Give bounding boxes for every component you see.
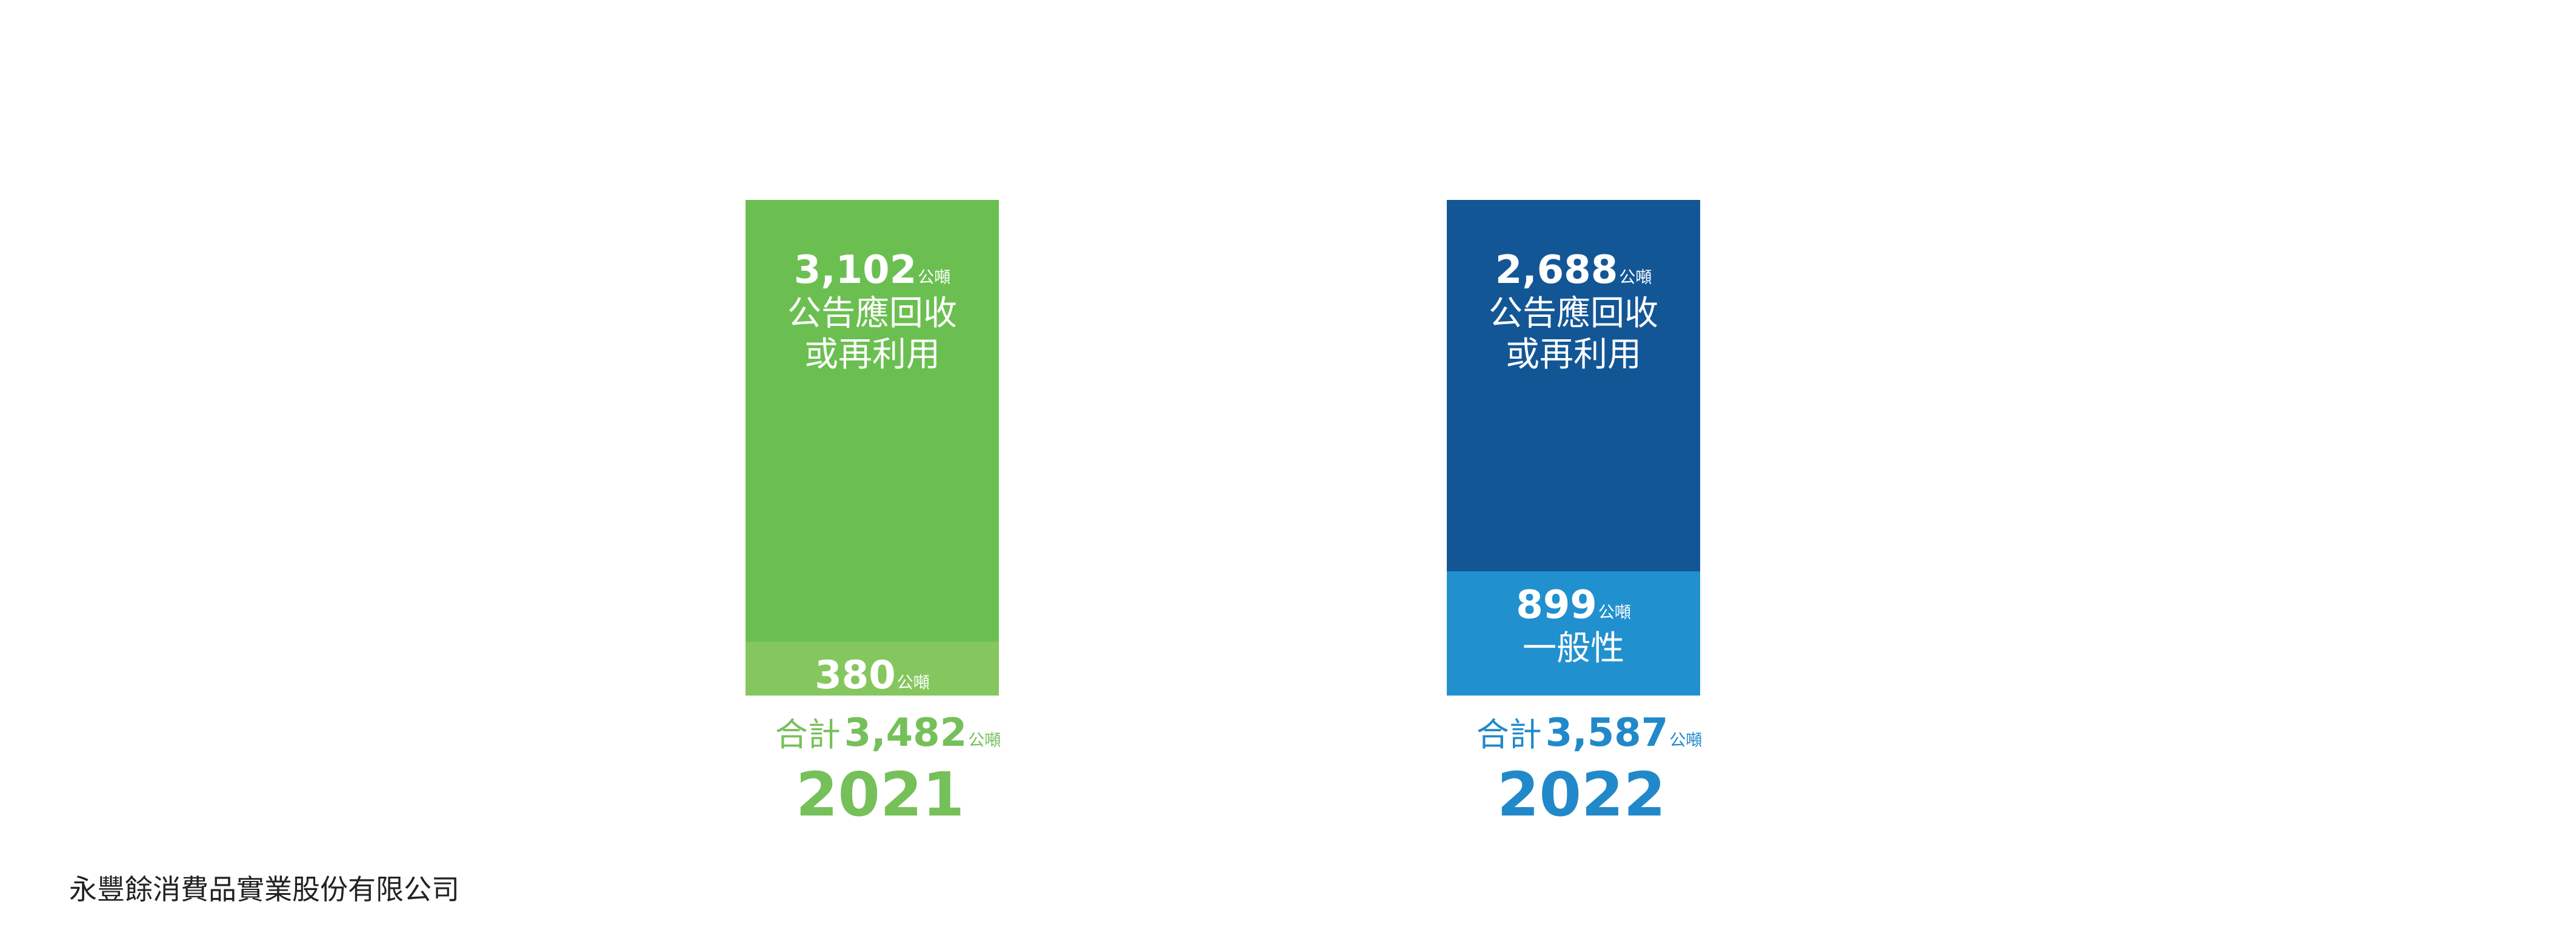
value-2022-announced: 2,688 (1495, 248, 1618, 293)
year-label-2022: 2022 (1497, 759, 1666, 830)
unit-label: 公噸 (896, 674, 930, 693)
bar-segment-2021-general (746, 642, 999, 696)
category-label-general: 一般性 (1523, 629, 1624, 668)
label-2021-announced: 3,102公噸 公告應回收 或再利用 (746, 251, 999, 376)
total-2021: 合計3,482公噸 (761, 708, 1015, 756)
total-value-2021: 3,482 (844, 711, 967, 756)
total-2022: 合計3,587公噸 (1463, 708, 1716, 756)
unit-label: 公噸 (1669, 731, 1703, 750)
bar-segment-2021-announced (746, 200, 999, 642)
company-name: 永豐餘消費品實業股份有限公司 (69, 873, 459, 906)
value-2021-general: 380 (815, 653, 896, 698)
unit-label: 公噸 (1619, 268, 1652, 287)
value-2022-general: 899 (1516, 583, 1597, 628)
label-2022-announced: 2,688公噸 公告應回收 或再利用 (1447, 251, 1700, 376)
bar-2021: 3,102公噸 公告應回收 或再利用 380公噸 一般性 (746, 200, 999, 739)
value-2021-announced: 3,102 (793, 248, 917, 293)
total-prefix: 合計 (1476, 716, 1542, 754)
category-label-line1: 公告應回收 (787, 294, 957, 333)
category-label-general: 一般性 (821, 699, 923, 739)
category-label-line2: 或再利用 (804, 335, 940, 374)
category-label-line2: 或再利用 (1506, 335, 1641, 374)
total-prefix: 合計 (775, 716, 841, 754)
bar-segment-2022-general (1447, 571, 1700, 696)
label-2021-general: 380公噸 一般性 (746, 656, 999, 740)
label-2022-general: 899公噸 一般性 (1447, 586, 1700, 669)
bar-segment-2022-announced (1447, 200, 1700, 571)
total-value-2022: 3,587 (1545, 711, 1669, 756)
unit-label: 公噸 (1598, 603, 1631, 622)
unit-label: 公噸 (918, 268, 951, 287)
bar-2022: 2,688公噸 公告應回收 或再利用 899公噸 一般性 (1447, 200, 1700, 696)
unit-label: 公噸 (968, 731, 1001, 750)
category-label-line1: 公告應回收 (1489, 294, 1658, 333)
year-label-2021: 2021 (795, 759, 965, 830)
